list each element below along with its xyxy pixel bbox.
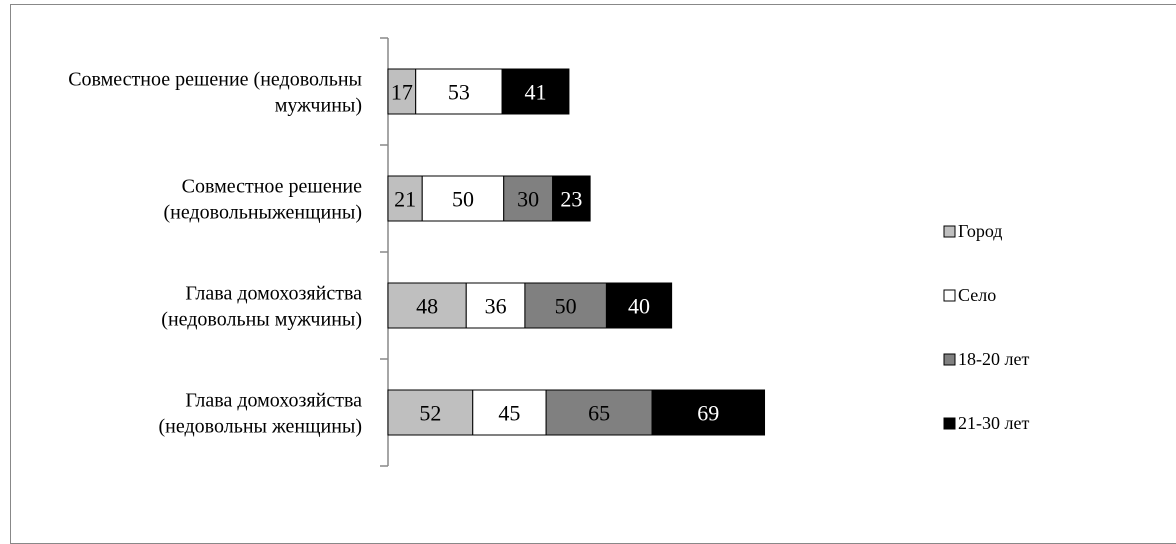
legend-swatch [943, 417, 956, 430]
category-label: Совместное решение (недовольны [68, 69, 362, 91]
category-label: (недовольны мужчины) [161, 309, 362, 331]
data-label: 65 [588, 401, 610, 426]
data-label: 41 [525, 80, 547, 105]
category-label: мужчины) [275, 95, 362, 117]
bar-segment [387, 389, 474, 436]
legend-swatch [943, 353, 956, 366]
data-label: 23 [560, 187, 582, 212]
data-label: 36 [485, 294, 507, 319]
category-labels: Совместное решение (недовольны мужчины) Со… [68, 69, 362, 438]
category-axis [380, 37, 389, 467]
bar-segment [545, 389, 653, 436]
bar-segment [605, 282, 673, 329]
data-label: 50 [555, 294, 577, 319]
bar-segment [552, 175, 591, 222]
data-label: 69 [697, 401, 719, 426]
bar-segment [501, 68, 570, 115]
data-label: 21 [394, 187, 416, 212]
stacked-bar-chart: 17 53 41 21 50 30 23 48 36 50 40 52 45 65 69 Совместно… [68, 37, 1029, 467]
category-label: Совместное решение [182, 176, 362, 198]
bar-segment [387, 175, 423, 222]
bar-segment [503, 175, 554, 222]
legend-swatch [943, 225, 956, 238]
legend-label: 21-30 лет [958, 413, 1029, 433]
data-label: 53 [448, 80, 470, 105]
data-label: 50 [452, 187, 474, 212]
legend-label: Село [958, 285, 996, 305]
bar-segment [421, 175, 505, 222]
bar-segment [472, 389, 547, 436]
bars: 17 53 41 21 50 30 23 48 36 50 40 52 45 65 69 [387, 68, 766, 436]
category-label: Глава домохозяйства [185, 390, 362, 412]
data-label: 48 [416, 294, 438, 319]
legend-label: Город [958, 221, 1002, 241]
legend-swatch [943, 289, 956, 302]
category-label: (недовольны женщины) [159, 416, 362, 438]
category-label: (недовольныженщины) [164, 202, 362, 224]
bar-segment [465, 282, 526, 329]
bar-segment [415, 68, 503, 115]
data-label: 52 [419, 401, 441, 426]
category-label: Глава домохозяйства [185, 283, 362, 305]
data-label: 40 [628, 294, 650, 319]
legend: Город Село 18-20 лет 21-30 лет [943, 221, 1029, 433]
bar-segment [387, 68, 417, 115]
legend-label: 18-20 лет [958, 349, 1029, 369]
bar-segment [651, 389, 766, 436]
data-label: 17 [391, 80, 413, 105]
data-label: 30 [517, 187, 539, 212]
data-label: 45 [498, 401, 520, 426]
